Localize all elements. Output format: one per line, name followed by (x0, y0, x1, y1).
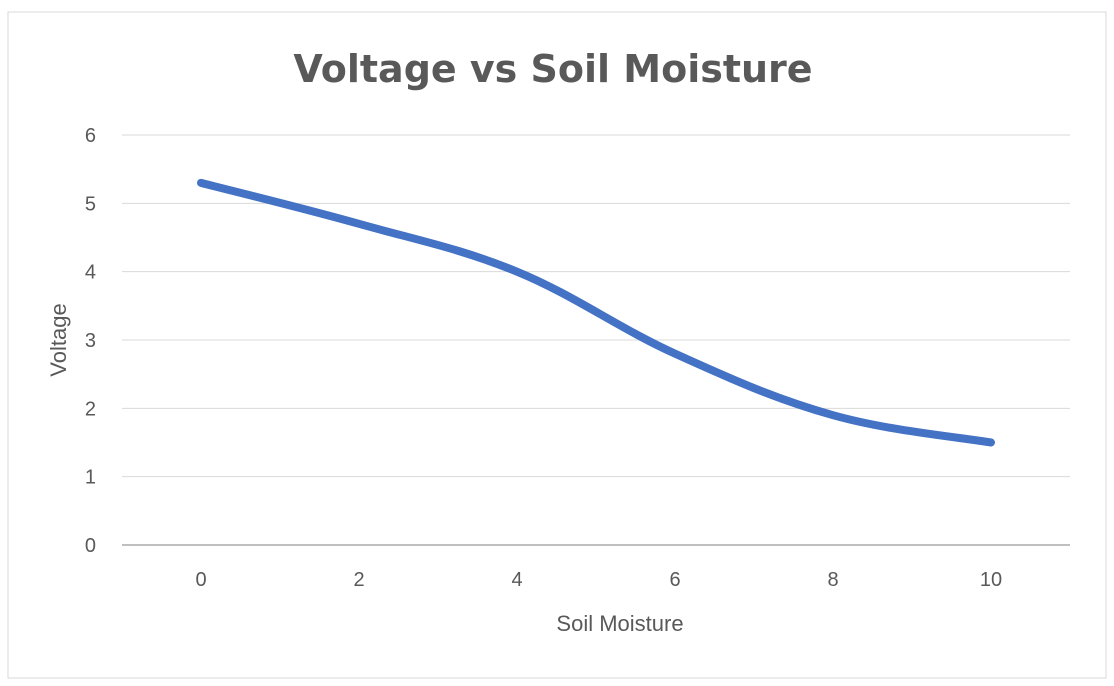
x-tick-label: 4 (511, 569, 522, 591)
y-tick-label: 2 (85, 398, 96, 420)
x-tick-label: 2 (353, 569, 364, 591)
x-tick-label: 10 (980, 569, 1002, 591)
y-tick-label: 3 (85, 330, 96, 352)
x-tick-label: 0 (195, 569, 206, 591)
series-line (197, 178, 995, 447)
x-axis-title: Soil Moisture (556, 611, 683, 636)
x-tick-label: 6 (669, 569, 680, 591)
chart-border (7, 11, 1107, 679)
series-layer (197, 178, 995, 447)
y-tick-label: 0 (85, 535, 96, 557)
y-axis-ticks: 0 1 2 3 4 5 6 (85, 125, 96, 557)
y-tick-label: 1 (85, 467, 96, 489)
y-tick-label: 5 (85, 193, 96, 215)
x-tick-label: 8 (827, 569, 838, 591)
chart-title: Voltage vs Soil Moisture (293, 47, 812, 91)
y-tick-label: 4 (85, 262, 96, 284)
y-tick-label: 6 (85, 125, 96, 147)
x-axis-ticks: 0 2 4 6 8 10 (195, 569, 1002, 591)
y-axis-title: Voltage (46, 303, 71, 376)
